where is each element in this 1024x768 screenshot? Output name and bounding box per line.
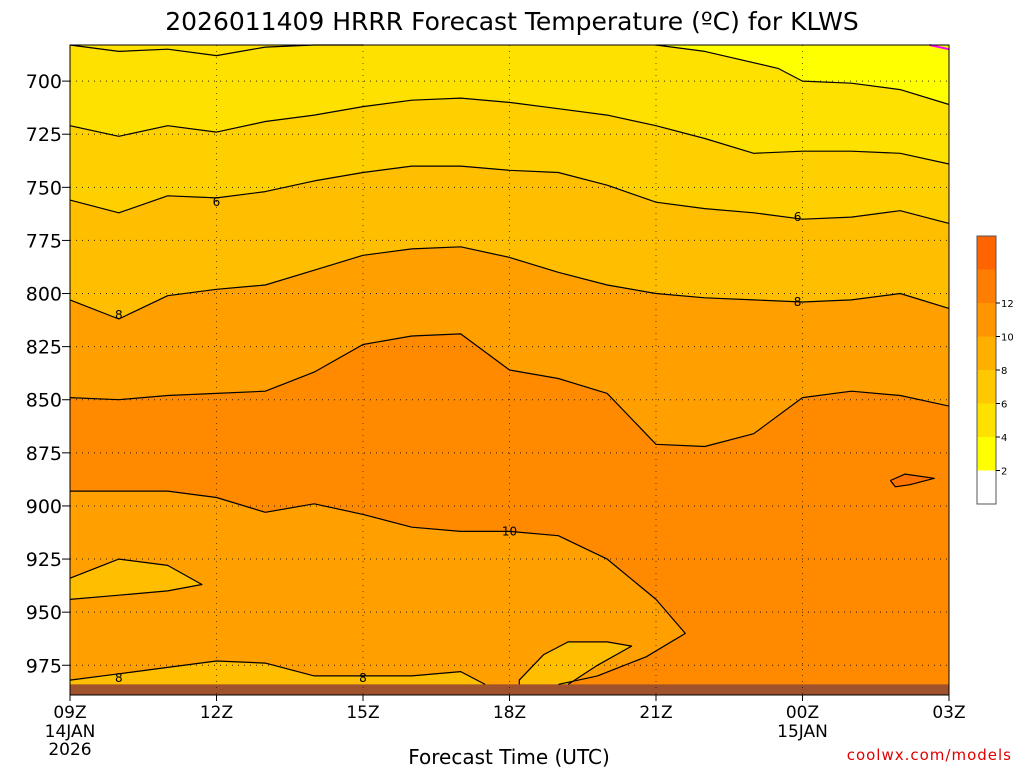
contour-line-9 <box>69 660 486 685</box>
ground-layer <box>70 684 949 695</box>
contour-label-4: 10 <box>502 524 517 538</box>
contour-line-2 <box>69 97 950 165</box>
y-tick-label-925: 925 <box>26 549 62 571</box>
contour-line-10 <box>889 473 935 488</box>
temperature-band-4 <box>70 166 949 319</box>
colorbar-legend: 2 4 6 8 10 12 <box>976 235 1014 505</box>
credit-text: coolwx.com/models <box>847 746 1012 764</box>
y-tick-label-725: 725 <box>26 124 62 146</box>
y-tick-label-750: 750 <box>26 177 62 199</box>
colorbar-swatch-2 <box>977 403 996 437</box>
temperature-band-3 <box>70 98 949 224</box>
colorbar-swatch-7 <box>977 236 996 270</box>
y-tick-label-825: 825 <box>26 337 62 359</box>
contour-label-1: 6 <box>794 210 802 224</box>
y-tick-label-775: 775 <box>26 230 62 252</box>
x-tick-date-00Z: 15JAN <box>777 722 828 742</box>
temperature-band-9 <box>519 641 632 685</box>
contour-line-1 <box>655 44 950 106</box>
colorbar-swatch-1 <box>977 437 996 471</box>
contour-label-2: 8 <box>115 308 123 322</box>
temperature-band-2 <box>70 45 949 164</box>
temperature-band-1 <box>70 45 949 105</box>
y-tick-label-875: 875 <box>26 443 62 465</box>
x-tick-label-21Z: 21Z <box>639 703 672 723</box>
y-tick-label-975: 975 <box>26 655 62 677</box>
contour-labels: 6 6 8 8 10 8 8 <box>115 195 801 685</box>
contour-line-7 <box>69 558 203 600</box>
contour-label-6: 8 <box>359 671 367 685</box>
colorbar-swatch-4 <box>977 336 996 370</box>
colorbar-label-12: 12 <box>1001 299 1014 310</box>
colorbar-swatch-3 <box>977 370 996 404</box>
contour-label-3: 8 <box>794 295 802 309</box>
colorbar-label-2: 2 <box>1001 467 1007 478</box>
colorbar-swatch-0 <box>977 470 996 504</box>
colorbar-swatch-6 <box>977 269 996 303</box>
x-axis-label: Forecast Time (UTC) <box>408 745 610 768</box>
colorbar-label-6: 6 <box>1001 400 1007 411</box>
temperature-band-5 <box>70 246 949 447</box>
x-tick-label-18Z: 18Z <box>493 703 526 723</box>
contour-line-6 <box>70 490 686 685</box>
contour-label-0: 6 <box>213 195 221 209</box>
x-tick-label-09Z: 09Z <box>53 703 86 723</box>
temperature-band-7 <box>70 491 686 685</box>
y-tick-label-700: 700 <box>26 71 62 93</box>
contour-line-8 <box>518 641 633 685</box>
colorbar-label-8: 8 <box>1001 366 1007 377</box>
x-tick-label-03Z: 03Z <box>932 703 965 723</box>
contour-lines <box>69 44 950 685</box>
y-tick-label-850: 850 <box>26 390 62 412</box>
contour-line-4 <box>69 246 950 320</box>
y-tick-label-800: 800 <box>26 284 62 306</box>
colorbar-label-10: 10 <box>1001 333 1014 344</box>
x-tick-label-00Z: 00Z <box>786 703 819 723</box>
colorbar-swatch-5 <box>977 303 996 337</box>
freezing-line <box>929 44 950 51</box>
x-tick-label-12Z: 12Z <box>200 703 233 723</box>
ground-fill <box>70 684 949 695</box>
contour-line-3 <box>69 165 950 224</box>
chart-title: 2026011409 HRRR Forecast Temperature (ºC… <box>165 7 859 36</box>
y-tick-label-900: 900 <box>26 496 62 518</box>
x-tick-year-09Z: 2026 <box>48 740 91 760</box>
colorbar-label-4: 4 <box>1001 433 1007 444</box>
temperature-band-8 <box>70 559 202 600</box>
contour-label-5: 8 <box>115 671 123 685</box>
y-axis: 700 725 750 775 800 825 850 875 900 925 950 975 <box>26 71 70 677</box>
x-tick-date-09Z: 14JAN <box>45 722 96 742</box>
x-tick-label-15Z: 15Z <box>346 703 379 723</box>
y-tick-label-950: 950 <box>26 602 62 624</box>
contour-line-5 <box>69 333 950 448</box>
